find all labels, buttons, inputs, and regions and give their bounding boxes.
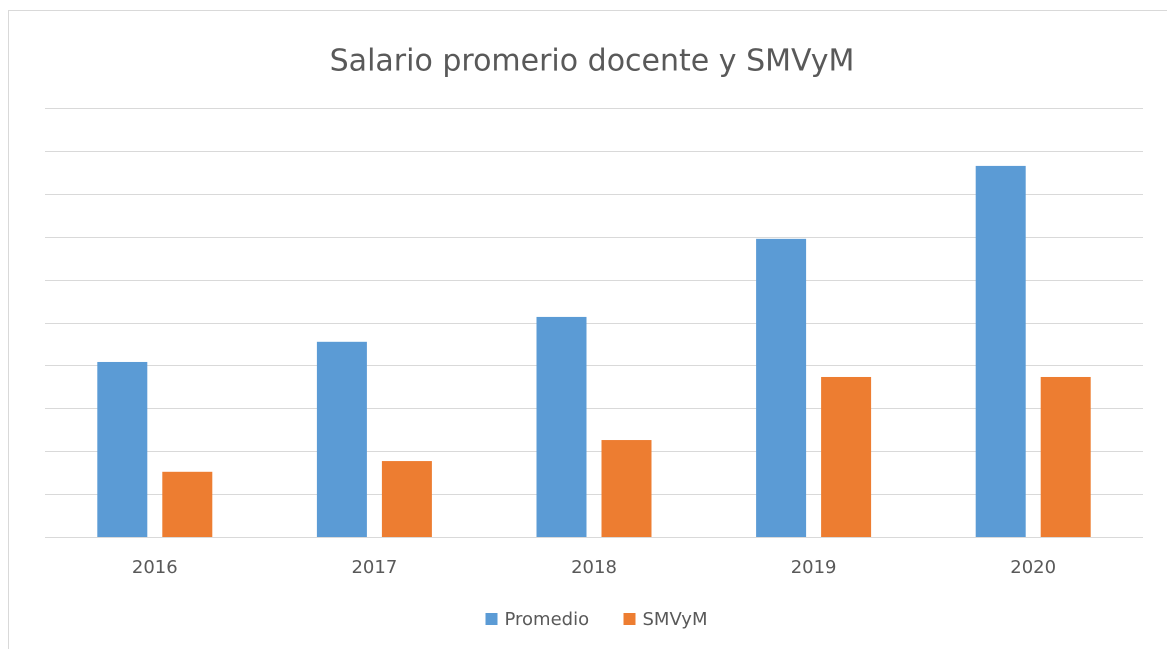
chart-title: Salario promerio docente y SMVyM <box>330 44 855 79</box>
bar <box>975 165 1026 538</box>
bar <box>536 316 587 537</box>
legend-swatch <box>623 613 636 625</box>
x-tick-label: 2016 <box>132 557 178 578</box>
bar <box>601 440 652 537</box>
x-tick-label: 2018 <box>571 557 617 578</box>
bar <box>162 471 213 537</box>
bar <box>316 341 367 537</box>
bar <box>381 461 432 537</box>
bar <box>821 376 872 537</box>
chart-frame <box>8 10 1167 649</box>
x-tick-label: 2019 <box>791 557 837 578</box>
bar <box>756 238 807 537</box>
x-tick-label: 2020 <box>1010 557 1056 578</box>
bar <box>1040 376 1091 537</box>
x-tick-label: 2017 <box>351 557 397 578</box>
legend-label: Promedio <box>505 609 590 630</box>
legend-label: SMVyM <box>643 609 708 630</box>
legend-swatch <box>485 613 498 625</box>
bar <box>97 361 148 537</box>
